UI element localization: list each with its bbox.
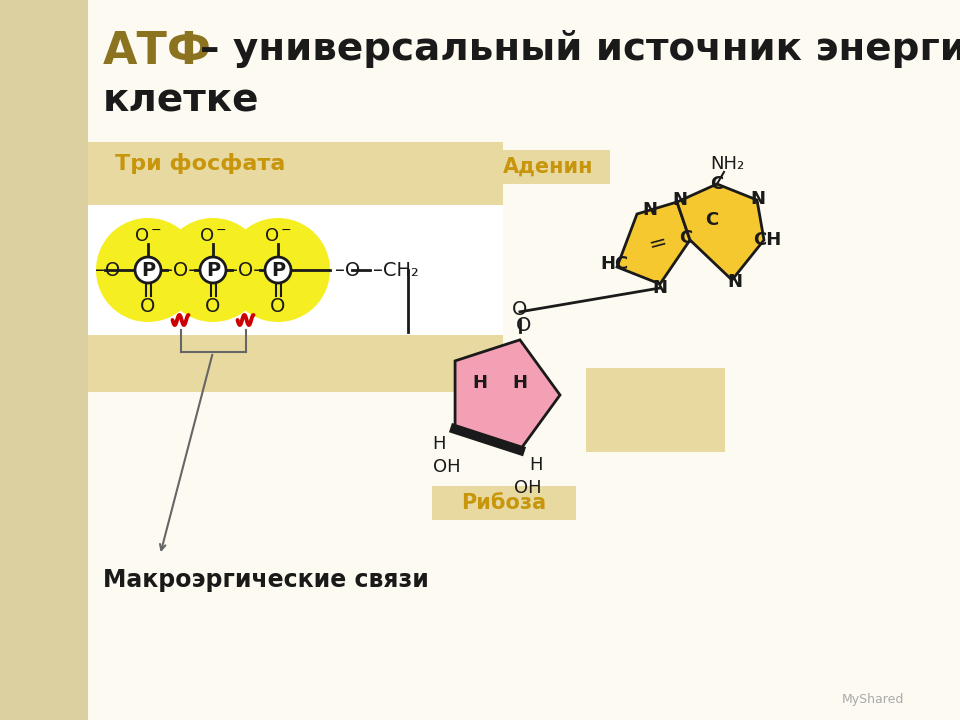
Text: O$^-$: O$^-$	[264, 227, 292, 245]
Text: N: N	[642, 201, 658, 219]
Text: H: H	[472, 374, 488, 392]
Text: N: N	[673, 191, 687, 209]
Text: N: N	[653, 279, 667, 297]
Text: CH: CH	[753, 231, 781, 249]
Circle shape	[265, 257, 291, 283]
FancyBboxPatch shape	[88, 142, 503, 392]
Text: =: =	[646, 232, 669, 256]
Text: O: O	[271, 297, 286, 317]
Text: АТФ: АТФ	[103, 30, 212, 73]
Text: C: C	[680, 229, 692, 247]
Text: –CH₂: –CH₂	[373, 261, 419, 279]
Text: OH: OH	[515, 480, 541, 498]
Text: H: H	[529, 456, 542, 474]
Circle shape	[135, 257, 161, 283]
Text: N: N	[751, 190, 765, 208]
Circle shape	[96, 218, 200, 322]
Text: –O: –O	[335, 261, 360, 279]
FancyBboxPatch shape	[586, 368, 725, 452]
Text: –O–: –O–	[228, 261, 263, 279]
Polygon shape	[455, 340, 560, 450]
FancyBboxPatch shape	[0, 0, 88, 720]
Text: Три фосфата: Три фосфата	[115, 153, 285, 174]
Text: O$^-$: O$^-$	[134, 227, 162, 245]
Text: O: O	[205, 297, 221, 317]
Text: – универсальный источник энергии в: – универсальный источник энергии в	[200, 30, 960, 68]
Text: OH: OH	[433, 458, 461, 476]
FancyBboxPatch shape	[486, 150, 610, 184]
Text: P: P	[271, 261, 285, 279]
Text: H: H	[513, 374, 527, 392]
Text: Аденин: Аденин	[503, 157, 593, 177]
Text: HC: HC	[600, 255, 628, 273]
Text: O: O	[140, 297, 156, 317]
Text: O: O	[516, 316, 532, 336]
FancyBboxPatch shape	[88, 205, 503, 335]
Polygon shape	[677, 184, 764, 280]
Text: –O: –O	[95, 261, 120, 279]
Text: C: C	[710, 175, 724, 193]
Text: P: P	[141, 261, 156, 279]
Circle shape	[161, 218, 265, 322]
Text: O: O	[513, 300, 528, 320]
Text: Макроэргические связи: Макроэргические связи	[103, 568, 429, 592]
Text: MyShared: MyShared	[842, 693, 904, 706]
Text: Рибоза: Рибоза	[462, 493, 546, 513]
Circle shape	[226, 218, 330, 322]
Polygon shape	[617, 202, 690, 284]
Text: –O–: –O–	[163, 261, 198, 279]
Text: H: H	[432, 435, 445, 453]
Text: N: N	[728, 273, 742, 291]
FancyBboxPatch shape	[432, 486, 576, 520]
Circle shape	[200, 257, 226, 283]
Text: C: C	[706, 211, 719, 229]
Text: P: P	[206, 261, 220, 279]
Text: клетке: клетке	[103, 82, 259, 120]
Text: O$^-$: O$^-$	[199, 227, 227, 245]
Text: NH₂: NH₂	[709, 155, 744, 173]
